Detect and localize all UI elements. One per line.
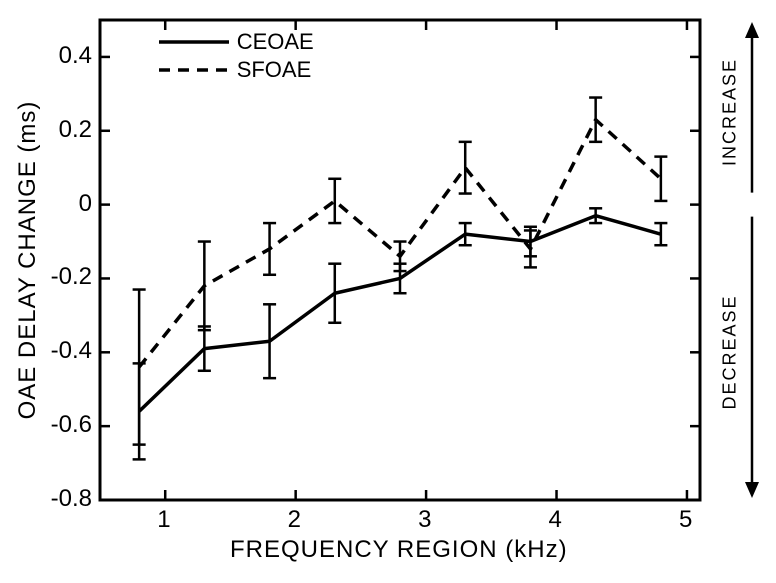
chart-figure: OAE DELAY CHANGE (ms) FREQUENCY REGION (… bbox=[0, 0, 776, 583]
legend-swatch bbox=[159, 60, 229, 80]
x-tick-label: 4 bbox=[549, 506, 562, 534]
x-tick-label: 2 bbox=[288, 506, 301, 534]
y-tick-label: 0.4 bbox=[59, 42, 92, 70]
y-tick-label: -0.2 bbox=[51, 263, 92, 291]
legend-item: CEOAE bbox=[159, 28, 314, 56]
y-tick-label: 0.2 bbox=[59, 116, 92, 144]
legend-label: SFOAE bbox=[237, 57, 312, 83]
y-tick-label: -0.6 bbox=[51, 411, 92, 439]
decrease-label: DECREASE bbox=[720, 295, 741, 410]
y-axis-title: OAE DELAY CHANGE (ms) bbox=[14, 101, 42, 420]
legend-label: CEOAE bbox=[237, 29, 314, 55]
legend-item: SFOAE bbox=[159, 56, 314, 84]
legend: CEOAESFOAE bbox=[159, 28, 314, 84]
x-tick-label: 1 bbox=[157, 506, 170, 534]
chart-svg bbox=[0, 0, 776, 583]
increase-label: INCREASE bbox=[720, 58, 741, 166]
x-tick-label: 5 bbox=[679, 506, 692, 534]
x-tick-label: 3 bbox=[418, 506, 431, 534]
legend-swatch bbox=[159, 32, 229, 52]
y-tick-label: 0 bbox=[79, 190, 92, 218]
x-axis-title: FREQUENCY REGION (kHz) bbox=[230, 536, 568, 564]
y-tick-label: -0.8 bbox=[51, 485, 92, 513]
y-tick-label: -0.4 bbox=[51, 337, 92, 365]
